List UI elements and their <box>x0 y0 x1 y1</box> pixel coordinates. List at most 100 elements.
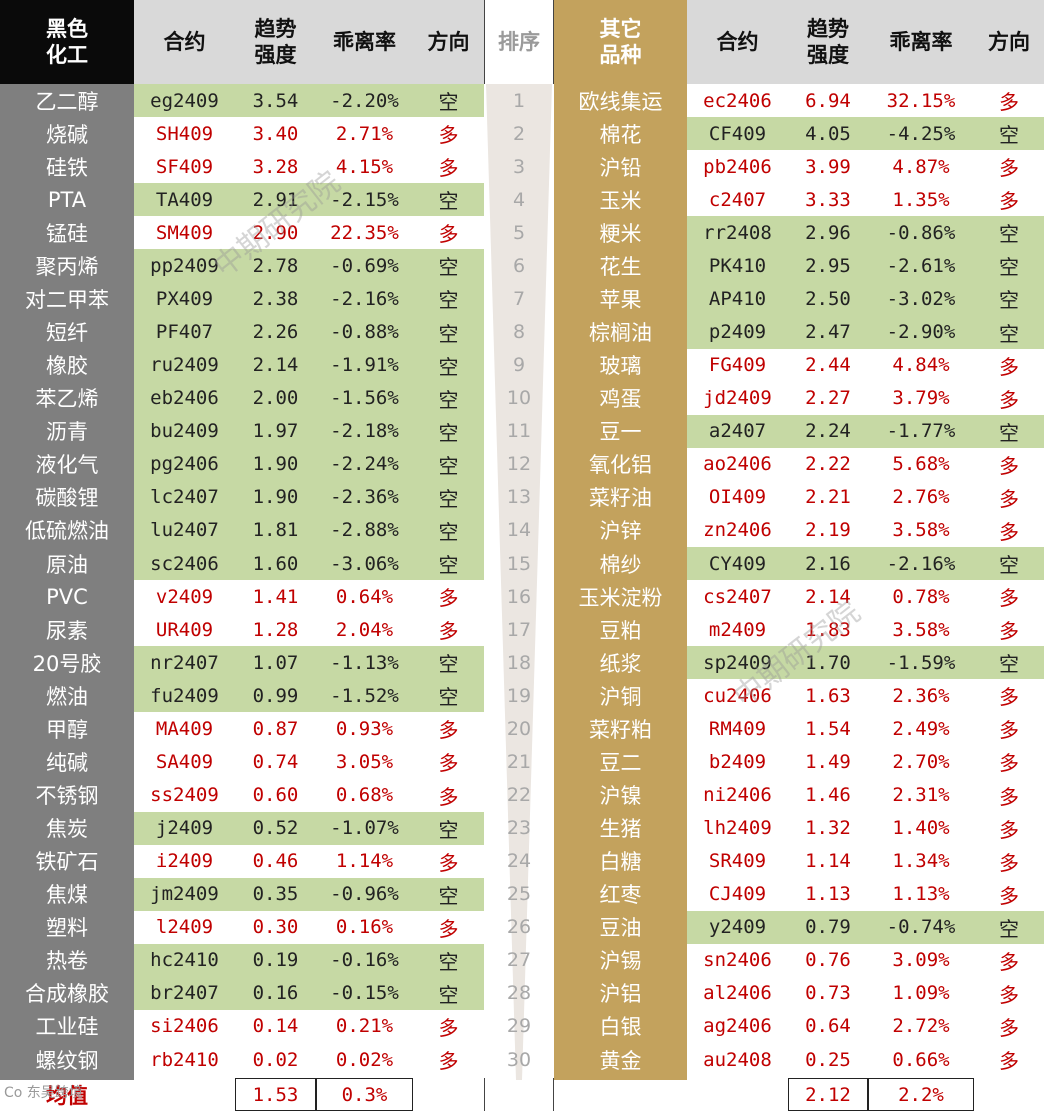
left-row-direction: 空 <box>413 646 484 680</box>
left-row-direction: 空 <box>413 679 484 713</box>
right-row-contract: b2409 <box>708 750 767 773</box>
right-row-direction: 空 <box>974 282 1044 316</box>
right-row-trend: 1.46 <box>805 784 851 806</box>
right-row-trend: 1.70 <box>788 646 868 680</box>
right-row-trend: 4.05 <box>788 117 868 151</box>
right-row-deviation: 1.34% <box>892 850 950 873</box>
right-header-trend: 趋势 强度 <box>788 0 868 84</box>
left-deviation-average: 0.3% <box>316 1078 413 1111</box>
left-row-direction: 多 <box>438 1015 459 1040</box>
right-row-trend: 2.27 <box>805 387 851 410</box>
left-row-name: 碳酸锂 <box>35 486 99 511</box>
right-row-direction: 多 <box>999 850 1019 875</box>
right-row-deviation: 32.15% <box>886 89 956 112</box>
right-row-direction: 多 <box>999 189 1019 214</box>
left-row-name: 焦煤 <box>46 883 88 908</box>
header-line: 品种 <box>599 43 642 67</box>
left-row-name: 低硫燃油 <box>25 519 109 544</box>
right-row-contract: au2408 <box>703 1048 772 1071</box>
left-row-name: 不锈钢 <box>35 784 99 808</box>
rank-number: 24 <box>506 850 532 873</box>
rank-number: 26 <box>506 916 532 939</box>
right-row-contract: cs2407 <box>703 585 772 608</box>
right-row-contract: PK410 <box>687 249 788 283</box>
right-row-name: 鸡蛋 <box>599 387 642 412</box>
left-row-direction: 多 <box>438 751 459 776</box>
right-row-name: 黄金 <box>599 1048 642 1073</box>
right-row-direction: 多 <box>999 817 1019 842</box>
left-row-deviation: 2.04% <box>335 618 394 641</box>
left-row-deviation: -1.52% <box>316 679 413 713</box>
left-row-contract: pg2406 <box>134 447 235 481</box>
right-row-name: 棕榈油 <box>589 321 652 346</box>
left-header-trend: 趋势 强度 <box>235 0 316 84</box>
left-row-contract: PF407 <box>134 315 235 349</box>
left-row-name: 橡胶 <box>46 354 88 379</box>
right-row-name: 氧化铝 <box>589 453 652 478</box>
footer-label: 均值 <box>46 1083 88 1108</box>
right-row-direction: 多 <box>999 486 1019 511</box>
right-row-deviation: 2.49% <box>892 717 950 740</box>
rank-number: 20 <box>506 717 532 740</box>
rank-number: 18 <box>506 651 532 674</box>
right-row-name: 生猪 <box>599 817 642 842</box>
right-row-deviation: 3.09% <box>892 949 950 972</box>
left-row-name: 铁矿石 <box>35 850 99 875</box>
left-row-direction: 多 <box>438 619 459 644</box>
right-row-direction: 多 <box>999 586 1019 611</box>
left-row-name: PTA <box>47 187 87 212</box>
left-row-deviation: -2.88% <box>316 513 413 547</box>
rank-number: 8 <box>512 321 526 344</box>
right-row-deviation: 5.68% <box>892 453 950 476</box>
rank-number: 2 <box>512 122 526 145</box>
left-row-trend: 1.97 <box>235 414 316 448</box>
right-row-trend: 3.33 <box>805 188 851 211</box>
right-row-trend: 2.19 <box>805 519 851 542</box>
left-row-trend: 1.41 <box>252 585 299 608</box>
right-row-trend: 2.50 <box>788 282 868 316</box>
right-row-trend: 0.73 <box>805 982 851 1005</box>
rank-number: 30 <box>506 1048 532 1071</box>
right-row-contract: ni2406 <box>703 784 772 806</box>
left-header-contract: 合约 <box>134 0 235 84</box>
left-row-deviation: -0.96% <box>316 877 413 911</box>
left-row-direction: 空 <box>413 84 484 118</box>
left-row-direction: 空 <box>413 381 484 415</box>
rank-number: 29 <box>506 1015 532 1038</box>
right-row-deviation: 2.31% <box>892 784 950 806</box>
right-row-trend: 2.14 <box>805 585 851 608</box>
left-header-direction: 方向 <box>413 0 484 84</box>
left-row-name: 乙二醇 <box>35 89 99 114</box>
right-row-deviation: -2.90% <box>868 315 974 349</box>
right-row-deviation: -0.74% <box>868 910 974 944</box>
right-row-direction: 多 <box>999 156 1019 181</box>
right-row-deviation: 0.78% <box>892 585 950 608</box>
right-row-trend: 1.32 <box>805 817 851 840</box>
right-row-name: 粳米 <box>599 221 642 246</box>
right-row-direction: 多 <box>999 453 1019 478</box>
left-row-trend: 2.38 <box>235 282 316 316</box>
left-row-trend: 2.91 <box>235 183 316 217</box>
left-row-deviation: -1.07% <box>316 811 413 845</box>
left-row-deviation: -0.15% <box>316 976 413 1010</box>
right-row-name: 棉纱 <box>599 552 642 577</box>
left-row-trend: 3.54 <box>235 84 316 118</box>
left-row-deviation: 0.64% <box>335 585 394 608</box>
right-row-direction: 空 <box>974 216 1044 250</box>
left-row-name: 沥青 <box>46 420 88 445</box>
right-row-contract: a2407 <box>687 414 788 448</box>
rank-number: 17 <box>506 618 532 641</box>
right-row-contract: AP410 <box>687 282 788 316</box>
rank-number: 23 <box>506 817 532 840</box>
rank-number: 25 <box>506 883 532 906</box>
left-row-contract: SM409 <box>155 221 214 244</box>
right-row-direction: 空 <box>974 646 1044 680</box>
rank-number: 9 <box>512 354 526 377</box>
right-row-direction: 多 <box>999 685 1019 710</box>
left-row-deviation: 1.14% <box>335 850 394 873</box>
header-line: 黑色 <box>46 17 88 41</box>
rank-number: 3 <box>512 155 526 178</box>
right-row-trend: 0.64 <box>805 1015 851 1038</box>
left-row-deviation: -3.06% <box>316 546 413 581</box>
right-row-name: 玉米淀粉 <box>578 585 663 610</box>
